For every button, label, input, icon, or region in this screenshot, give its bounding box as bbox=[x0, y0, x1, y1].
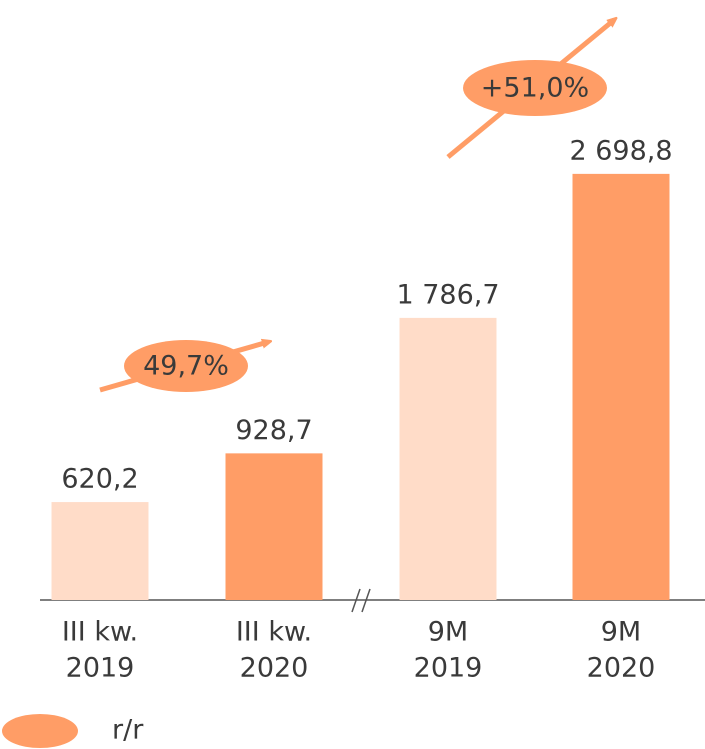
value-label: 620,2 bbox=[61, 464, 138, 495]
bar bbox=[572, 173, 670, 600]
x-tick-label: III kw. bbox=[62, 617, 138, 648]
legend-label: r/r bbox=[112, 715, 144, 746]
x-tick-label: 2020 bbox=[240, 653, 309, 684]
value-label: 928,7 bbox=[235, 415, 312, 446]
bar bbox=[51, 502, 149, 600]
x-tick-label: 9M bbox=[601, 617, 641, 648]
x-tick-label: 2019 bbox=[414, 653, 483, 684]
x-tick-label: 2020 bbox=[587, 653, 656, 684]
annotation: 49,7% bbox=[143, 351, 229, 382]
annotation-bubble bbox=[124, 340, 248, 392]
x-tick-label: 9M bbox=[428, 617, 468, 648]
axis-break bbox=[361, 588, 371, 613]
bar bbox=[225, 453, 323, 600]
annotation: +51,0% bbox=[481, 73, 589, 104]
axis-break bbox=[351, 588, 361, 613]
value-label: 1 786,7 bbox=[396, 279, 499, 310]
bar bbox=[399, 317, 497, 600]
x-tick-label: 2019 bbox=[66, 653, 135, 684]
legend-swatch bbox=[2, 714, 78, 748]
x-tick-label: III kw. bbox=[236, 617, 312, 648]
value-label: 2 698,8 bbox=[569, 135, 672, 166]
annotation-bubble bbox=[463, 60, 607, 116]
